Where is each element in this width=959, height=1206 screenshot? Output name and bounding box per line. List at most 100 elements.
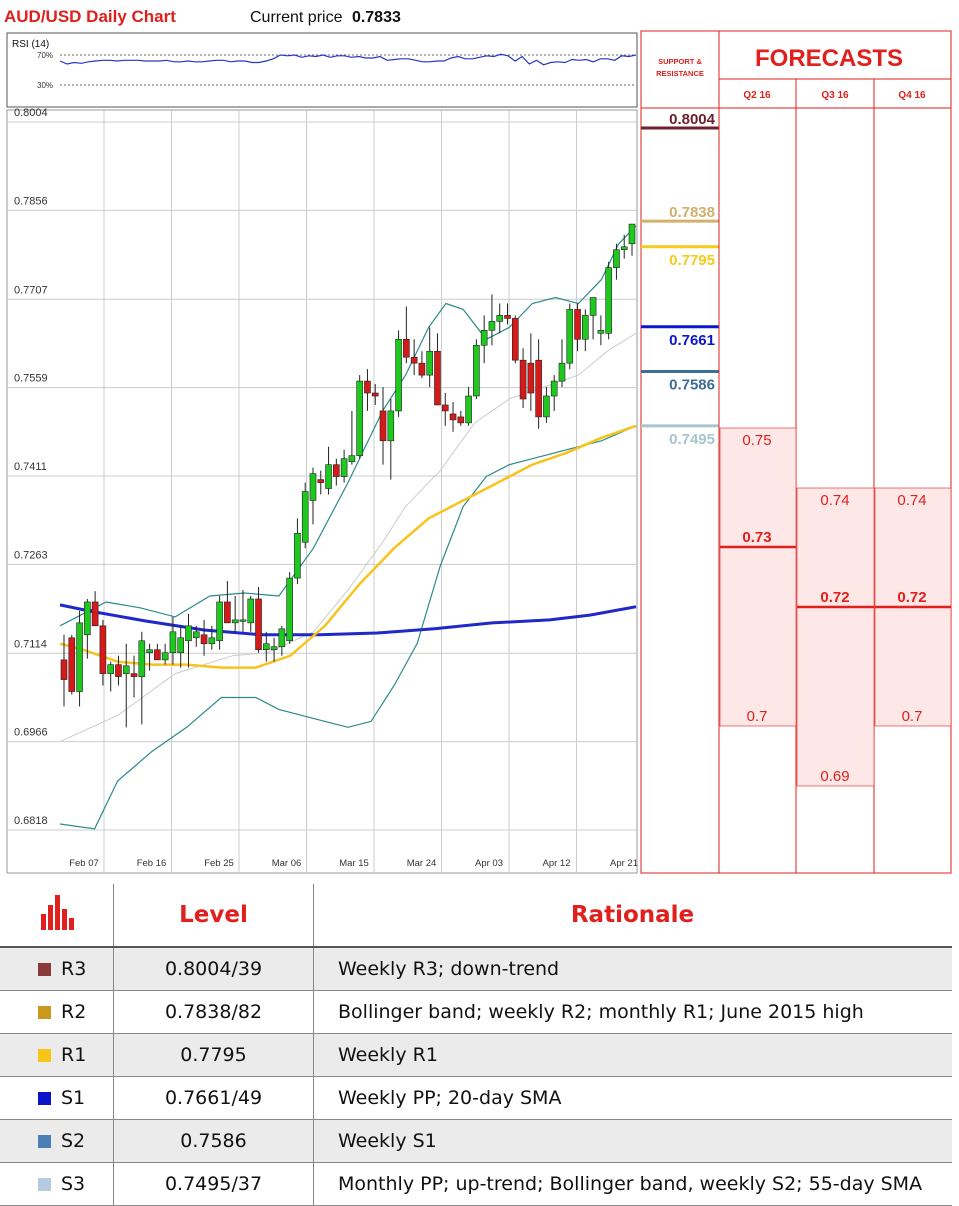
table-row: R3 0.8004/39 Weekly R3; down-trend (0, 947, 952, 991)
candle-body (317, 479, 325, 483)
row-level: 0.7586 (113, 1119, 314, 1163)
candle-body (379, 410, 387, 442)
row-name-cell: S2 (0, 1119, 114, 1163)
sr-level-label: 0.7838 (669, 204, 715, 221)
level-swatch (38, 1178, 51, 1191)
level-swatch (38, 1006, 51, 1019)
row-name: S3 (61, 1173, 86, 1195)
candle-body (371, 392, 379, 397)
current-price-caption: Current price (250, 9, 343, 26)
candle-body (208, 637, 216, 645)
row-level: 0.7795 (113, 1033, 314, 1077)
y-tick-label: 0.7263 (14, 549, 48, 561)
row-name-cell: S3 (0, 1162, 114, 1206)
rsi-panel (6, 32, 638, 108)
row-name-cell: R2 (0, 990, 114, 1034)
candle-body (457, 416, 465, 424)
bollinger-upper-line (59, 225, 637, 627)
candle-body (535, 359, 542, 418)
candle-body (192, 631, 200, 639)
sr-title-line1: SUPPORT & (658, 57, 702, 66)
y-tick-label: 0.8004 (14, 107, 48, 119)
plot-area (6, 109, 638, 874)
forecast-q4-median: 0.72 (897, 589, 926, 606)
row-rationale: Weekly S1 (313, 1119, 952, 1163)
forecast-q4-high: 0.74 (897, 492, 926, 509)
candle-body (364, 380, 371, 394)
x-tick-label: Apr 21 (610, 858, 638, 869)
candle-body (68, 637, 76, 692)
sr-level-label: 0.7495 (669, 431, 715, 448)
candle-body (395, 338, 402, 412)
grid (7, 110, 645, 873)
candle-body (263, 643, 270, 651)
candle-body (278, 628, 286, 648)
candle-body (426, 350, 433, 376)
candle-body (286, 577, 293, 642)
candle-body (231, 619, 239, 624)
row-name: R3 (61, 958, 87, 980)
candle-body (107, 664, 114, 674)
row-level: 0.8004/39 (113, 947, 314, 991)
sma-200-line (59, 603, 637, 637)
candle-body (550, 380, 558, 397)
current-price-value: 0.7833 (352, 9, 401, 26)
candle-body (161, 652, 169, 661)
rsi-lower-label: 30% (37, 81, 53, 90)
forecast-q3-range (796, 487, 875, 787)
y-tick-label: 0.7114 (14, 638, 47, 650)
candle-body (333, 464, 340, 477)
forecast-q3-median: 0.72 (820, 589, 849, 606)
candle-body (122, 665, 130, 674)
row-rationale: Weekly PP; 20-day SMA (313, 1076, 952, 1120)
candle-body (270, 646, 278, 651)
candle-body (480, 330, 488, 346)
x-tick-label: Feb 07 (69, 858, 99, 869)
candle-body (99, 625, 107, 674)
forecast-q2-low: 0.7 (747, 708, 768, 725)
candle-body (434, 350, 441, 406)
x-tick-label: Feb 16 (137, 858, 167, 869)
candle-body (558, 362, 566, 382)
candle-body (91, 601, 99, 627)
table-row: R1 0.7795 Weekly R1 (0, 1033, 952, 1077)
table-row: S3 0.7495/37 Monthly PP; up-trend; Bolli… (0, 1162, 952, 1206)
x-axis: Feb 07 Feb 16 Feb 25 Mar 06 Mar 15 Mar 24 Apr … (69, 858, 638, 869)
x-tick-label: Apr 12 (543, 858, 571, 869)
candle-body (410, 356, 418, 364)
forecast-q3-high: 0.74 (820, 492, 849, 509)
y-tick-label: 0.7559 (14, 373, 48, 385)
candle-body (294, 533, 301, 579)
candle-body (247, 598, 255, 624)
candle-body (465, 395, 472, 424)
y-tick-label: 0.6966 (14, 727, 48, 739)
candle-body (130, 673, 138, 677)
sr-level-label: 0.7586 (669, 377, 715, 394)
candle-body (387, 410, 395, 442)
candle-body (449, 413, 457, 421)
candle-body (504, 315, 511, 319)
forecast-q2-high: 0.75 (742, 432, 771, 449)
forecast-q3-header: Q3 16 (821, 90, 849, 101)
rsi-title: RSI (14) (12, 39, 49, 50)
row-name: S1 (61, 1087, 86, 1109)
sr-levels: 0.8004 0.7838 0.7795 0.7661 0.7586 0.7495 (641, 111, 719, 448)
row-rationale: Bollinger band; weekly R2; monthly R1; J… (313, 990, 952, 1034)
level-swatch (38, 1049, 51, 1062)
row-rationale: Weekly R1 (313, 1033, 952, 1077)
bar-chart-icon (40, 895, 74, 930)
candle-body (301, 491, 309, 543)
row-name: R1 (61, 1044, 87, 1066)
candle-body (574, 309, 581, 340)
forecast-q2-median: 0.73 (742, 529, 771, 546)
candle-body (519, 359, 527, 400)
chart-icon-cell (0, 884, 114, 948)
table-row: S2 0.7586 Weekly S1 (0, 1119, 952, 1163)
row-name-cell: R3 (0, 947, 114, 991)
candle-body (185, 625, 192, 642)
candle-body (488, 321, 496, 331)
candle-body (169, 631, 177, 654)
candle-body (589, 297, 597, 316)
row-level: 0.7495/37 (113, 1162, 314, 1206)
forecasts-title: FORECASTS (755, 45, 903, 72)
